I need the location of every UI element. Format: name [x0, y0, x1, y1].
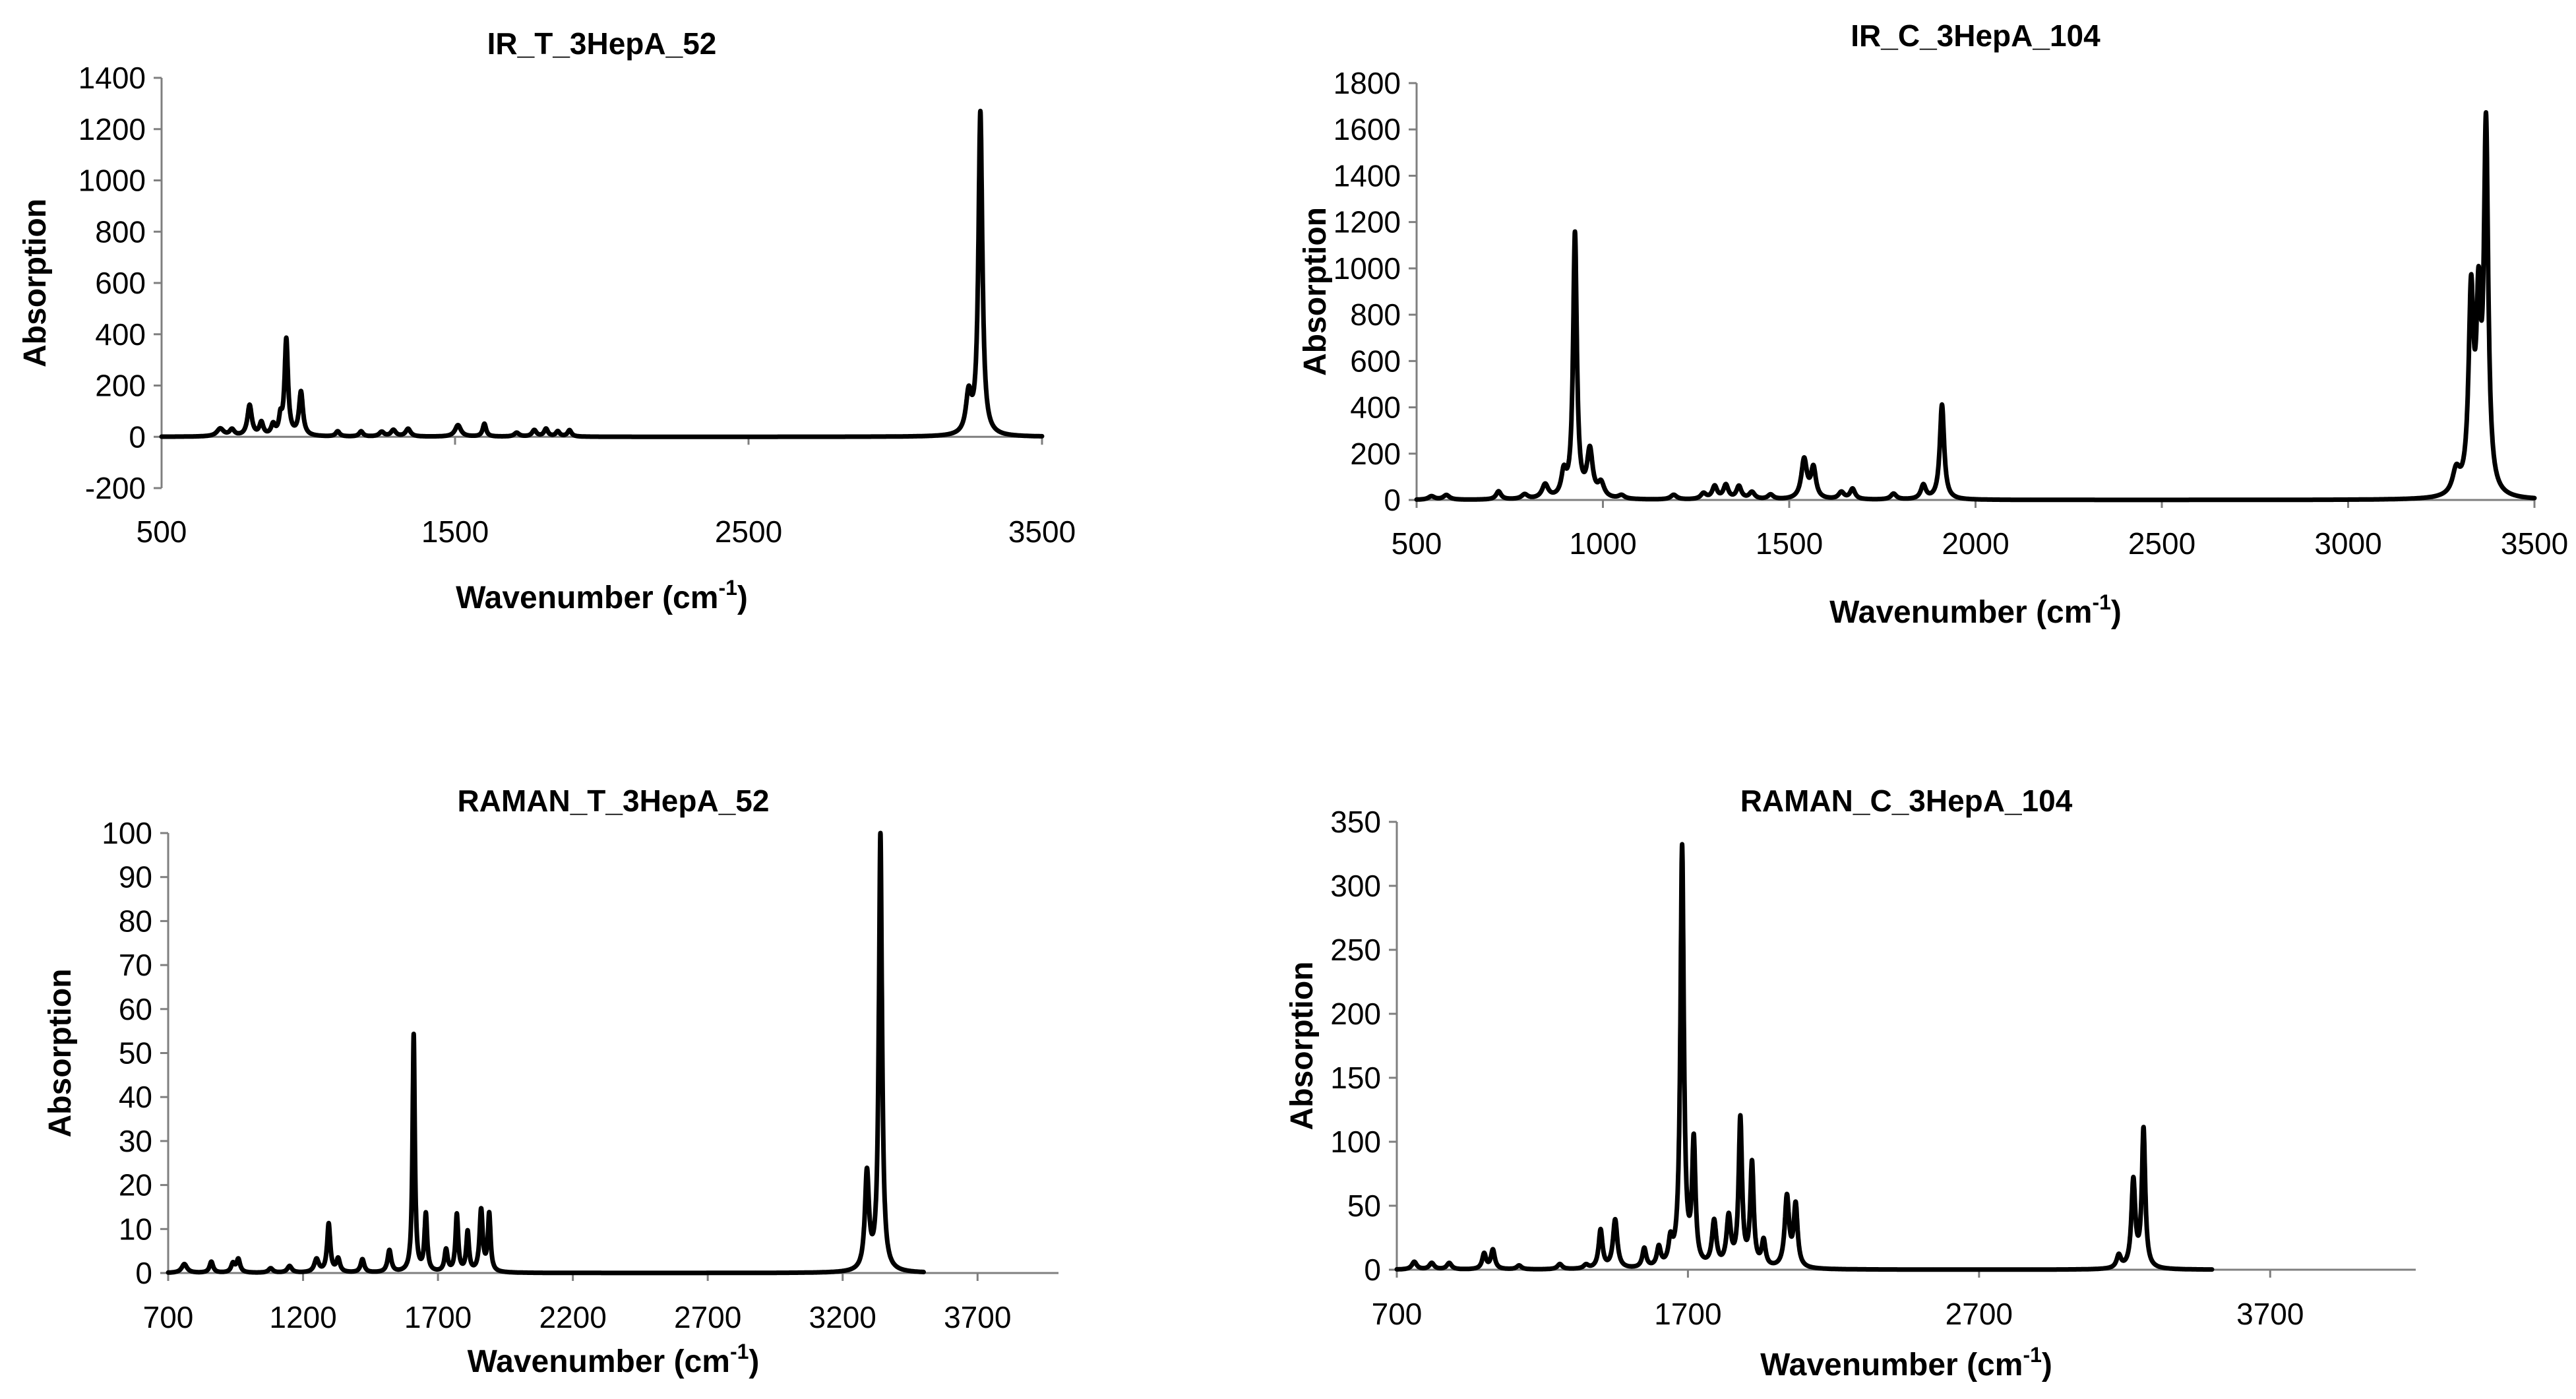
y-tick-label: 0 — [135, 1256, 152, 1290]
x-tick-label: 1700 — [404, 1300, 472, 1334]
x-tick-label: 3000 — [2314, 526, 2381, 561]
y-tick-label: 20 — [119, 1168, 152, 1202]
x-tick-label: 3500 — [1008, 514, 1076, 549]
y-tick-label: 200 — [95, 369, 146, 403]
chart-raman-t: RAMAN_T_3HepA_52 0 10 20 30 40 50 60 70 80 90 100 70… — [0, 765, 1288, 1399]
x-tick-label: 2500 — [2128, 526, 2195, 561]
y-tick-label: 90 — [119, 860, 152, 894]
chart-ir-c: IR_C_3HepA_104 0 200 400 600 800 1000 1200 1400 1… — [1288, 0, 2576, 699]
x-tick-label: 3700 — [944, 1300, 1011, 1334]
x-tick-label: 1500 — [1756, 526, 1823, 561]
y-tick-label: 50 — [119, 1036, 152, 1071]
x-tick-label: 3500 — [2501, 526, 2568, 561]
x-tick-label: 500 — [137, 514, 187, 549]
x-tick-label: 2700 — [1946, 1297, 2013, 1331]
series-line — [1394, 842, 2215, 1272]
y-tick-label: 1200 — [1334, 205, 1401, 239]
y-tick-label: 100 — [102, 816, 152, 850]
y-tick-label: 600 — [95, 266, 146, 300]
y-axis-label: Absorption — [1298, 207, 1333, 376]
chart-svg: IR_C_3HepA_104 0 200 400 600 800 1000 1200 1400 1… — [1298, 18, 2568, 630]
y-tick-label: 350 — [1330, 805, 1381, 839]
y-axis-label: Absorption — [18, 199, 53, 367]
y-tick-label: 0 — [1384, 483, 1401, 517]
y-tick-label: 50 — [1347, 1189, 1381, 1223]
chart-title: RAMAN_T_3HepA_52 — [458, 784, 770, 818]
x-tick-label: 700 — [143, 1300, 194, 1334]
x-tick-label: 2200 — [539, 1300, 606, 1334]
y-tick-label: 10 — [119, 1212, 152, 1246]
x-tick-label: 3200 — [809, 1300, 876, 1334]
series-line — [166, 830, 926, 1276]
series-line — [159, 108, 1045, 439]
y-tick-label: 800 — [1350, 297, 1401, 332]
y-tick-label: 0 — [129, 420, 146, 454]
x-tick-label: 1500 — [421, 514, 489, 549]
y-tick-label: 1600 — [1334, 112, 1401, 146]
x-tick-label: 700 — [1372, 1297, 1423, 1331]
chart-svg: RAMAN_C_3HepA_104 0 50 100 150 200 250 300 350 70… — [1285, 784, 2416, 1383]
y-tick-label: 30 — [119, 1124, 152, 1158]
y-tick-label: 250 — [1330, 933, 1381, 967]
chart-svg: RAMAN_T_3HepA_52 0 10 20 30 40 50 60 70 80 90 100 70… — [43, 784, 1058, 1379]
chart-title: RAMAN_C_3HepA_104 — [1740, 784, 2073, 818]
y-axis-label: Absorption — [43, 969, 78, 1138]
x-axis-label: Wavenumber (cm-1) — [1829, 590, 2122, 630]
y-tick-label: 400 — [1350, 390, 1401, 425]
x-tick-label: 3700 — [2236, 1297, 2304, 1331]
y-tick-label: -200 — [85, 471, 146, 505]
series-line — [1414, 110, 2537, 503]
y-tick-label: 1000 — [78, 164, 146, 198]
x-tick-label: 1200 — [269, 1300, 336, 1334]
y-tick-label: 100 — [1330, 1125, 1381, 1159]
y-tick-label: 40 — [119, 1080, 152, 1114]
y-tick-label: 70 — [119, 948, 152, 982]
chart-svg: IR_T_3HepA_52 -200 0 200 400 600 800 1000 1200 14… — [18, 26, 1076, 615]
x-tick-label: 2000 — [1942, 526, 2009, 561]
x-axis-label: Wavenumber (cm-1) — [468, 1340, 760, 1379]
y-tick-label: 0 — [1364, 1253, 1381, 1287]
y-tick-label: 1400 — [1334, 158, 1401, 193]
y-tick-label: 600 — [1350, 344, 1401, 378]
y-tick-label: 200 — [1350, 437, 1401, 471]
y-tick-label: 80 — [119, 904, 152, 938]
y-axis-label: Absorption — [1285, 962, 1320, 1131]
y-tick-label: 1200 — [78, 112, 146, 146]
chart-ir-t: IR_T_3HepA_52 -200 0 200 400 600 800 1000 1200 14… — [0, 0, 1288, 699]
y-tick-label: 150 — [1330, 1061, 1381, 1095]
y-tick-label: 1000 — [1334, 251, 1401, 286]
x-tick-label: 1000 — [1569, 526, 1636, 561]
chart-raman-c: RAMAN_C_3HepA_104 0 50 100 150 200 250 300 350 70… — [1285, 765, 2576, 1399]
y-tick-label: 1400 — [78, 61, 146, 95]
x-axis-label: Wavenumber (cm-1) — [456, 576, 748, 615]
x-tick-label: 1700 — [1654, 1297, 1721, 1331]
x-tick-label: 500 — [1392, 526, 1442, 561]
y-tick-label: 300 — [1330, 869, 1381, 903]
y-tick-label: 400 — [95, 317, 146, 352]
y-tick-label: 60 — [119, 992, 152, 1026]
x-tick-label: 2700 — [674, 1300, 741, 1334]
chart-title: IR_T_3HepA_52 — [487, 26, 717, 61]
y-tick-label: 1800 — [1334, 66, 1401, 100]
y-tick-label: 200 — [1330, 997, 1381, 1031]
y-tick-label: 800 — [95, 214, 146, 249]
chart-title: IR_C_3HepA_104 — [1851, 18, 2101, 53]
x-tick-label: 2500 — [715, 514, 782, 549]
x-axis-label: Wavenumber (cm-1) — [1760, 1343, 2052, 1383]
